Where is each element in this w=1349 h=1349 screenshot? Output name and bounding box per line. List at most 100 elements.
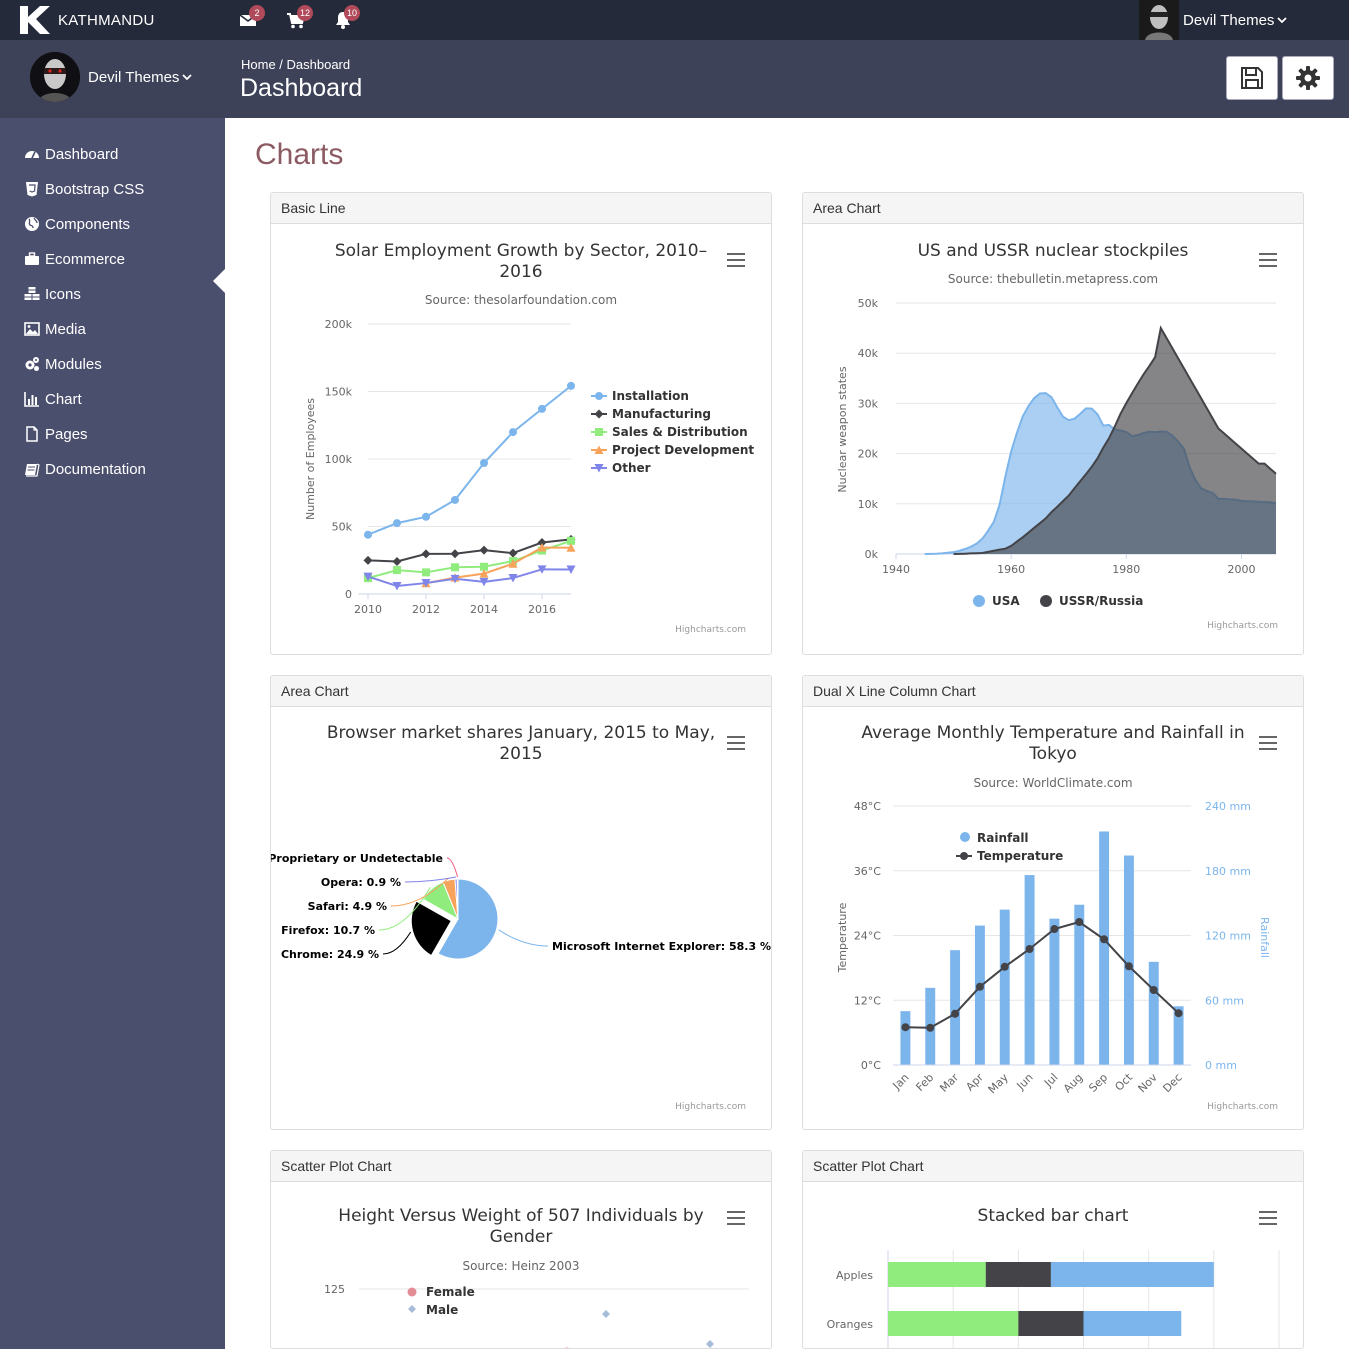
column-bar[interactable] [1123,855,1134,1065]
legend-marker[interactable] [408,1305,416,1313]
column-bar[interactable] [1099,831,1110,1065]
save-button[interactable] [1226,56,1278,100]
sidebar-item-modules[interactable]: Modules [24,352,102,376]
sidebar-item-chart[interactable]: Chart [24,387,82,411]
column-bar[interactable] [950,950,961,1065]
data-point[interactable] [926,1023,935,1032]
data-point[interactable] [479,577,489,587]
data-point[interactable] [392,581,402,591]
sidebar-item-dashboard[interactable]: Dashboard [24,142,118,166]
sidebar-item-components[interactable]: Components [24,212,130,236]
data-point[interactable] [1124,962,1133,971]
legend-marker[interactable] [960,832,970,842]
data-point[interactable] [422,568,430,577]
sidebar-item-media[interactable]: Media [24,317,86,341]
data-point[interactable] [450,549,460,559]
scatter-point[interactable] [563,1347,571,1349]
pie-slice[interactable] [410,900,452,957]
legend-marker[interactable] [595,428,603,436]
pie-slice[interactable] [456,878,459,920]
data-point[interactable] [951,1009,960,1018]
data-point[interactable] [450,574,460,584]
data-point[interactable] [508,548,518,558]
column-bar[interactable] [1074,904,1085,1065]
data-point[interactable] [480,459,488,468]
data-point[interactable] [975,982,984,991]
data-point[interactable] [1025,944,1034,953]
column-bar[interactable] [1173,1006,1184,1065]
data-point[interactable] [451,563,459,572]
data-point[interactable] [1174,1009,1183,1018]
legend-marker[interactable] [973,595,985,607]
data-point[interactable] [508,559,518,568]
sidebar-item-icons[interactable]: Icons [24,282,81,306]
chart-credit[interactable]: Highcharts.com [1207,1102,1278,1112]
data-point[interactable] [508,574,518,583]
legend-marker[interactable] [595,392,603,400]
bar-segment[interactable] [1050,1262,1214,1287]
data-point[interactable] [451,495,459,504]
data-point[interactable] [479,545,489,555]
data-point[interactable] [1000,962,1009,971]
bar-segment[interactable] [888,1262,986,1287]
column-bar[interactable] [900,1011,911,1065]
data-point[interactable] [421,549,431,559]
data-point[interactable] [538,404,546,413]
data-point[interactable] [393,519,401,528]
data-point[interactable] [509,428,517,437]
chart-menu-button[interactable] [727,736,745,750]
pie-slice[interactable] [437,878,499,960]
brand[interactable]: KATHMANDU [18,4,155,36]
data-point[interactable] [566,543,576,552]
data-point[interactable] [422,512,430,521]
sidebar-item-pages[interactable]: Pages [24,422,88,446]
column-bar[interactable] [974,925,985,1065]
legend-marker[interactable] [1040,595,1052,607]
chart-credit[interactable]: Highcharts.com [1207,621,1278,631]
data-point[interactable] [363,572,373,582]
chart-menu-button[interactable] [1259,253,1277,267]
chart-menu-button[interactable] [727,253,745,267]
data-point[interactable] [566,565,576,575]
sidebar-item-documentation[interactable]: Documentation [24,457,146,481]
chart-menu-button[interactable] [1259,736,1277,750]
data-point[interactable] [393,566,401,575]
chart-menu-button[interactable] [1259,1211,1277,1225]
data-point[interactable] [421,579,431,588]
settings-button[interactable] [1282,56,1334,100]
data-point[interactable] [364,530,372,539]
column-bar[interactable] [1148,961,1159,1065]
legend-marker[interactable] [594,409,604,419]
notifications-button[interactable]: 10 [333,5,361,30]
data-point[interactable] [537,543,547,552]
chart-credit[interactable]: Highcharts.com [675,1102,746,1112]
legend-marker[interactable] [960,852,968,860]
legend-marker[interactable] [594,464,604,473]
sidebar-user-menu[interactable]: Devil Themes [30,52,193,102]
bar-segment[interactable] [1018,1311,1084,1336]
legend-marker[interactable] [407,1287,417,1297]
scatter-point[interactable] [602,1310,610,1318]
sidebar-item-ecommerce[interactable]: Ecommerce [24,247,125,271]
bar-segment[interactable] [985,1262,1051,1287]
data-point[interactable] [537,538,547,548]
data-point[interactable] [901,1023,910,1032]
data-point[interactable] [1050,925,1059,934]
data-point[interactable] [567,536,575,545]
bar-segment[interactable] [888,1311,1019,1336]
chart-credit[interactable]: Highcharts.com [675,625,746,635]
column-bar[interactable] [1024,875,1035,1065]
column-bar[interactable] [999,909,1010,1065]
bar-segment[interactable] [1083,1311,1182,1336]
cart-button[interactable]: 12 [286,5,314,30]
legend-marker[interactable] [594,445,604,455]
column-bar[interactable] [1049,918,1060,1065]
scatter-point[interactable] [706,1340,714,1348]
user-menu[interactable]: Devil Themes [1139,0,1349,40]
data-point[interactable] [1075,918,1084,927]
data-point[interactable] [537,565,547,574]
breadcrumb[interactable]: Home / Dashboard [241,57,351,72]
data-point[interactable] [479,569,489,578]
data-point[interactable] [392,557,402,567]
data-point[interactable] [1149,985,1158,994]
